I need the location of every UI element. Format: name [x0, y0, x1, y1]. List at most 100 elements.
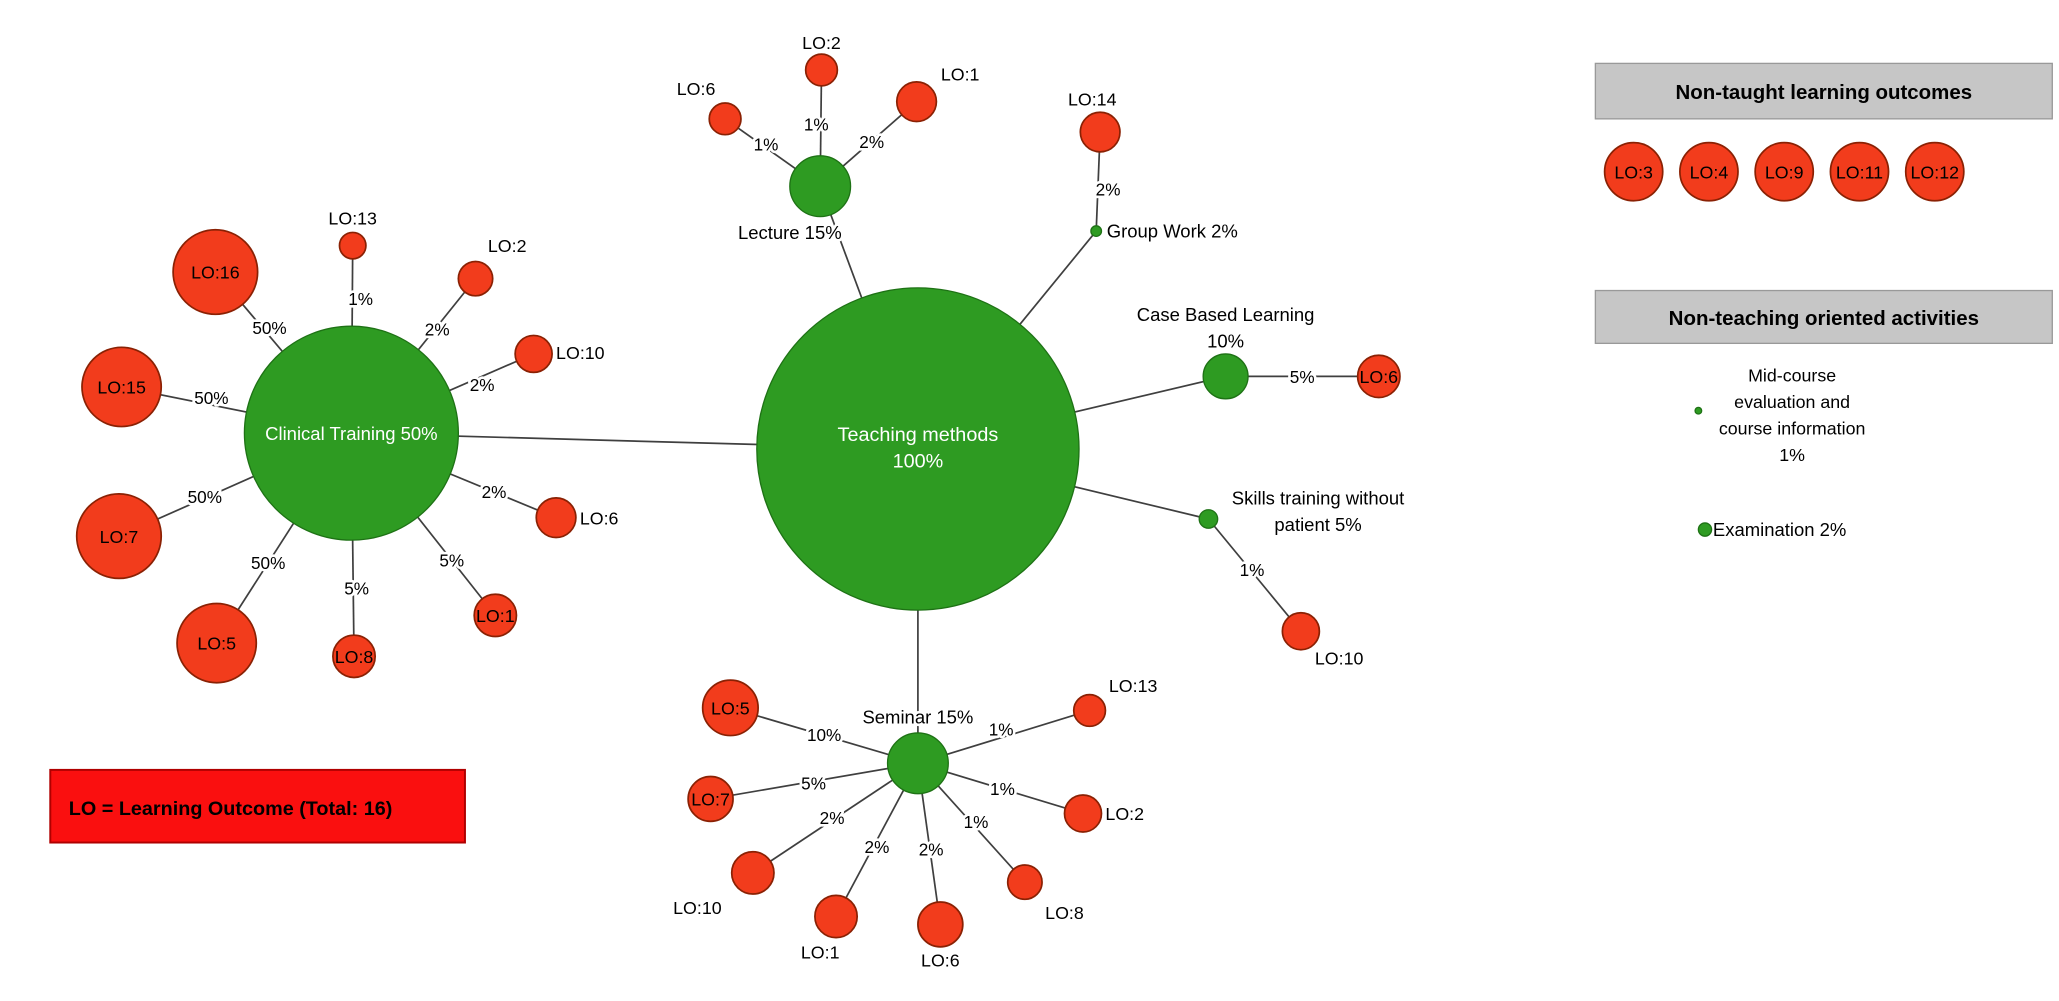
case-based-learning-node	[1202, 353, 1249, 400]
ct-lo6-node	[535, 497, 577, 539]
edge-label-case-based-learning-cbl-lo6: 5%	[1290, 367, 1315, 387]
non-teaching-panel: Non-teaching oriented activities	[1594, 289, 2053, 345]
ct-lo1-node	[473, 593, 518, 638]
examination-label: Examination 2%	[1713, 519, 1846, 540]
nt-lo11-node	[1829, 141, 1890, 202]
midcourse-evaluation-label: Mid-course evaluation and course informati…	[1719, 366, 1866, 465]
sem-lo5-node	[701, 679, 759, 737]
seminar-node	[886, 732, 949, 795]
ct-lo8-label: LO:8	[335, 647, 374, 667]
sem-lo10-node	[730, 850, 775, 895]
edge-label-seminar-sem-lo13: 1%	[989, 720, 1014, 740]
edge-label-clinical-training-ct-lo8: 5%	[344, 578, 369, 598]
cbl-lo6-node	[1356, 354, 1401, 399]
ct-lo1-label: LO:1	[476, 606, 515, 626]
ct-lo5-node	[176, 602, 258, 684]
cbl-lo6-label: LO:6	[1359, 367, 1398, 387]
sem-lo13-node	[1072, 693, 1107, 728]
lecture-node	[789, 155, 852, 218]
sem-lo8-label: LO:8	[1045, 903, 1084, 923]
labels-layer: 50%1%2%2%50%2%50%5%50%5%1%1%2%2%5%1%10% 1…	[97, 30, 1959, 973]
clinical-training-label: Clinical Training 50%	[265, 423, 437, 444]
midcourse-evaluation-node	[1694, 406, 1703, 415]
clinical-training-node	[243, 325, 460, 541]
non-taught-header-box	[1594, 62, 2053, 120]
edge-label-seminar-sem-lo7: 5%	[801, 774, 826, 794]
teaching-methods-label: Teaching methods 100%	[838, 424, 999, 472]
edge-label-clinical-training-ct-lo10: 2%	[470, 375, 495, 395]
sem-lo8-node	[1006, 864, 1043, 901]
edge-label-clinical-training-ct-lo1: 5%	[439, 551, 464, 571]
gw-lo14-label: LO:14	[1068, 90, 1117, 110]
skills-training-label: Skills training without patient 5%	[1232, 487, 1404, 534]
nt-lo9-label: LO:9	[1765, 162, 1804, 182]
sem-lo6-label: LO:6	[921, 951, 960, 971]
ct-lo15-node	[81, 346, 163, 428]
ct-lo6-label: LO:6	[580, 508, 619, 528]
edge-label-lecture-lec-lo6: 1%	[754, 135, 779, 155]
case-based-learning-label: Case Based Learning 10%	[1137, 304, 1315, 351]
sem-lo1-label: LO:1	[801, 943, 840, 963]
edge-seminar-sem-lo5	[730, 707, 919, 765]
lec-lo1-node	[895, 81, 938, 123]
ct-lo2-label: LO:2	[488, 236, 527, 256]
sem-lo13-label: LO:13	[1109, 676, 1158, 696]
seminar-label: Seminar 15%	[862, 707, 973, 728]
sem-lo1-node	[814, 894, 859, 939]
sem-lo7-label: LO:7	[691, 790, 730, 810]
edge-label-seminar-sem-lo8: 1%	[964, 812, 989, 832]
lecture-label: Lecture 15%	[738, 222, 842, 243]
skills-training-node	[1198, 509, 1219, 529]
ct-lo2-node	[457, 260, 494, 297]
edge-skills-training-st-lo10	[1207, 518, 1302, 632]
edge-label-clinical-training-ct-lo6: 2%	[482, 482, 507, 502]
sem-lo7-node	[687, 775, 734, 823]
ct-lo13-label: LO:13	[328, 208, 377, 228]
st-lo10-label: LO:10	[1315, 648, 1364, 668]
edge-label-lecture-lec-lo1: 2%	[859, 132, 884, 152]
nt-lo11-label: LO:11	[1836, 162, 1883, 182]
ct-lo16-node	[172, 228, 259, 316]
nt-lo12-node	[1904, 141, 1965, 202]
lec-lo6-label: LO:6	[677, 79, 716, 99]
legend-label: LO = Learning Outcome (Total: 16)	[69, 798, 393, 820]
ct-lo7-node	[75, 493, 163, 580]
nt-lo3-label: LO:3	[1614, 162, 1653, 182]
non-taught-panel: Non-taught learning outcomes	[1594, 62, 2053, 120]
edge-label-seminar-sem-lo10: 2%	[820, 808, 845, 828]
ct-lo15-label: LO:15	[97, 378, 146, 398]
st-lo10-node	[1281, 611, 1321, 651]
edge-label-seminar-sem-lo1: 2%	[865, 837, 890, 857]
nt-lo4-label: LO:4	[1690, 162, 1729, 182]
ct-lo8-node	[332, 634, 377, 679]
sem-lo10-label: LO:10	[673, 898, 722, 918]
legend-box	[49, 768, 466, 844]
ct-lo13-node	[338, 231, 367, 260]
ct-lo10-node	[514, 334, 553, 374]
edge-seminar-sem-lo7	[710, 762, 919, 800]
edge-label-clinical-training-ct-lo16: 50%	[252, 318, 286, 338]
ct-lo16-label: LO:16	[191, 263, 240, 283]
ct-lo7-label: LO:7	[100, 527, 139, 547]
nt-lo3-node	[1603, 141, 1664, 202]
ct-lo5-label: LO:5	[197, 634, 236, 654]
non-teaching-header-box	[1594, 289, 2053, 345]
lec-lo6-node	[708, 102, 742, 136]
group-work-label: Group Work 2%	[1107, 221, 1238, 242]
edge-label-clinical-training-ct-lo13: 1%	[348, 289, 373, 309]
group-work-node	[1090, 225, 1103, 238]
sem-lo2-node	[1063, 794, 1103, 833]
edge-label-clinical-training-ct-lo5: 50%	[251, 553, 285, 573]
nt-lo4-node	[1679, 141, 1739, 202]
sem-lo6-node	[917, 901, 964, 948]
edge-label-seminar-sem-lo2: 1%	[990, 779, 1015, 799]
non-taught-header-title: Non-taught learning outcomes	[1676, 81, 1973, 104]
nt-lo9-node	[1754, 141, 1815, 202]
edge-label-seminar-sem-lo6: 2%	[919, 840, 944, 860]
lec-lo2-node	[804, 53, 839, 87]
lec-lo2-label: LO:2	[802, 33, 841, 53]
nt-lo12-label: LO:12	[1910, 162, 1959, 182]
teaching-methods-node	[756, 287, 1080, 611]
edge-label-skills-training-st-lo10: 1%	[1240, 560, 1265, 580]
